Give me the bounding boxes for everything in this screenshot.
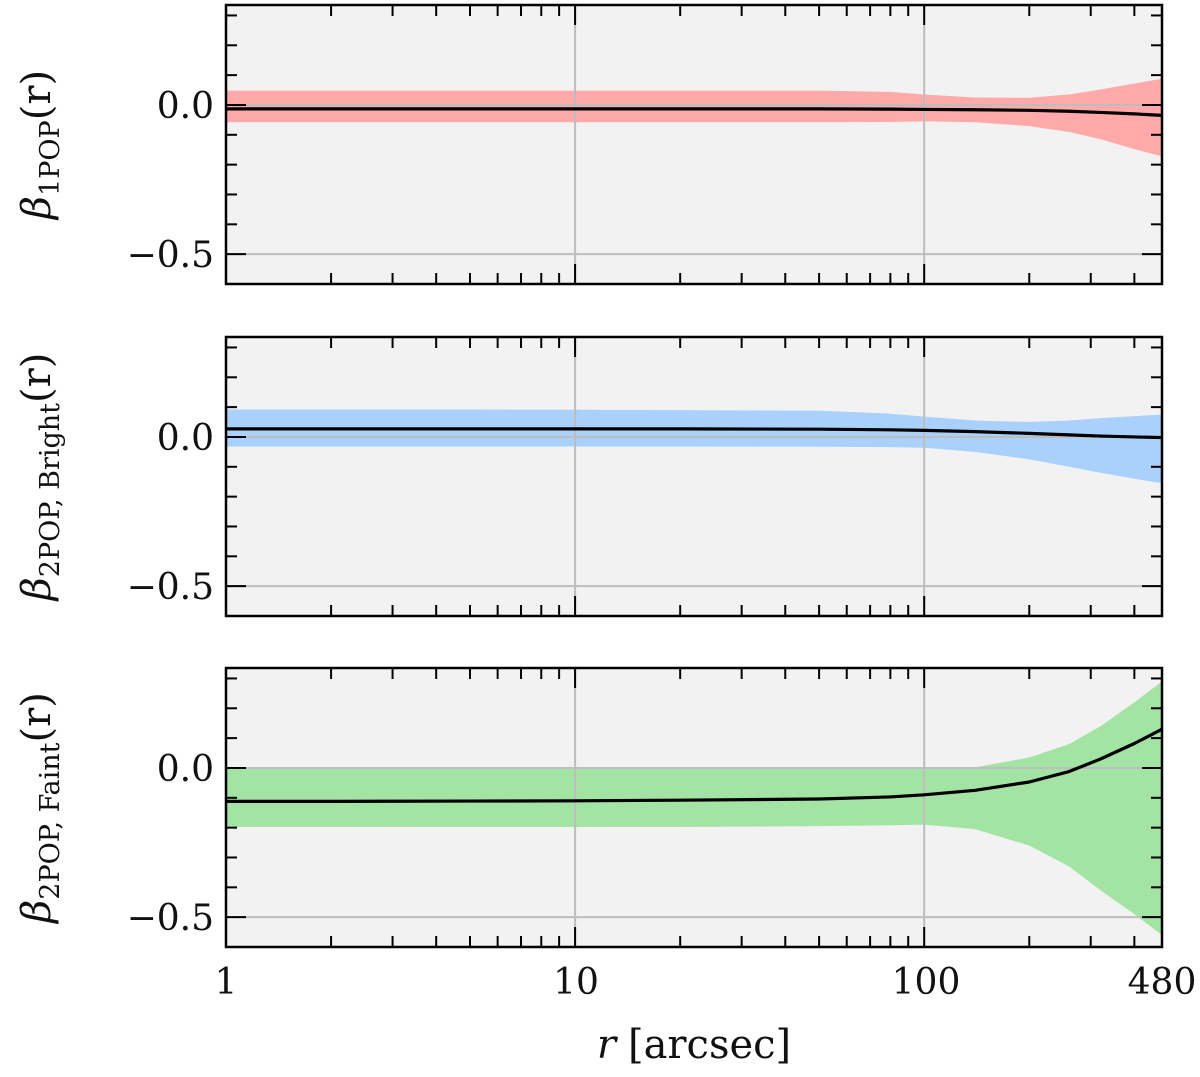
confidence-band bbox=[226, 681, 1162, 936]
y-tick-label: 0.0 bbox=[157, 418, 214, 459]
y-axis-label-argument: (r) bbox=[14, 70, 60, 120]
x-tick-label-10: 10 bbox=[553, 962, 599, 1003]
confidence-band bbox=[226, 78, 1162, 157]
panel-frame bbox=[224, 666, 1164, 949]
y-axis-label-symbol: β bbox=[14, 196, 60, 221]
y-axis-label: β1POP(r) bbox=[14, 70, 66, 221]
x-tick-label-1: 1 bbox=[215, 962, 238, 1003]
panel-3: 0.0 −0.5 β2POP, Faint(r) bbox=[14, 666, 1164, 949]
y-axis-label-argument: (r) bbox=[14, 353, 60, 403]
panel-1: 0.0 −0.5 β1POP(r) bbox=[14, 3, 1164, 286]
y-axis-label-argument: (r) bbox=[14, 692, 60, 742]
panel-2: 0.0 −0.5 β2POP, Bright(r) bbox=[14, 335, 1164, 618]
panel-background bbox=[226, 337, 1162, 616]
x-tick-label-100: 100 bbox=[892, 962, 961, 1003]
y-tick-label: −0.5 bbox=[127, 898, 214, 939]
y-tick-label: −0.5 bbox=[127, 567, 214, 608]
panel-background bbox=[226, 5, 1162, 284]
x-axis: 1 10 100 480 r [arcsec] bbox=[215, 962, 1197, 1068]
median-line bbox=[226, 727, 1163, 803]
y-axis-label-symbol: β bbox=[14, 900, 60, 925]
x-tick-label-480: 480 bbox=[1128, 962, 1197, 1003]
y-axis-label: β2POP, Bright(r) bbox=[14, 353, 66, 603]
panel-frame bbox=[224, 335, 1164, 618]
y-axis-label-subscript: 1POP bbox=[35, 120, 66, 196]
x-axis-label-var: r bbox=[597, 1022, 619, 1068]
x-axis-label: r [arcsec] bbox=[597, 1022, 791, 1068]
y-tick-label: 0.0 bbox=[157, 86, 214, 127]
y-axis-label: β2POP, Faint(r) bbox=[14, 692, 66, 925]
y-axis-label-symbol: β bbox=[14, 577, 60, 602]
y-tick-label: 0.0 bbox=[157, 749, 214, 790]
y-axis-label-subscript: 2POP, Bright bbox=[35, 403, 66, 577]
median-line bbox=[226, 107, 1163, 118]
panel-frame bbox=[224, 3, 1164, 286]
median-line bbox=[226, 427, 1163, 440]
y-axis-label-subscript: 2POP, Faint bbox=[35, 742, 66, 899]
x-axis-label-unit: [arcsec] bbox=[628, 1022, 791, 1068]
y-tick-label: −0.5 bbox=[127, 235, 214, 276]
